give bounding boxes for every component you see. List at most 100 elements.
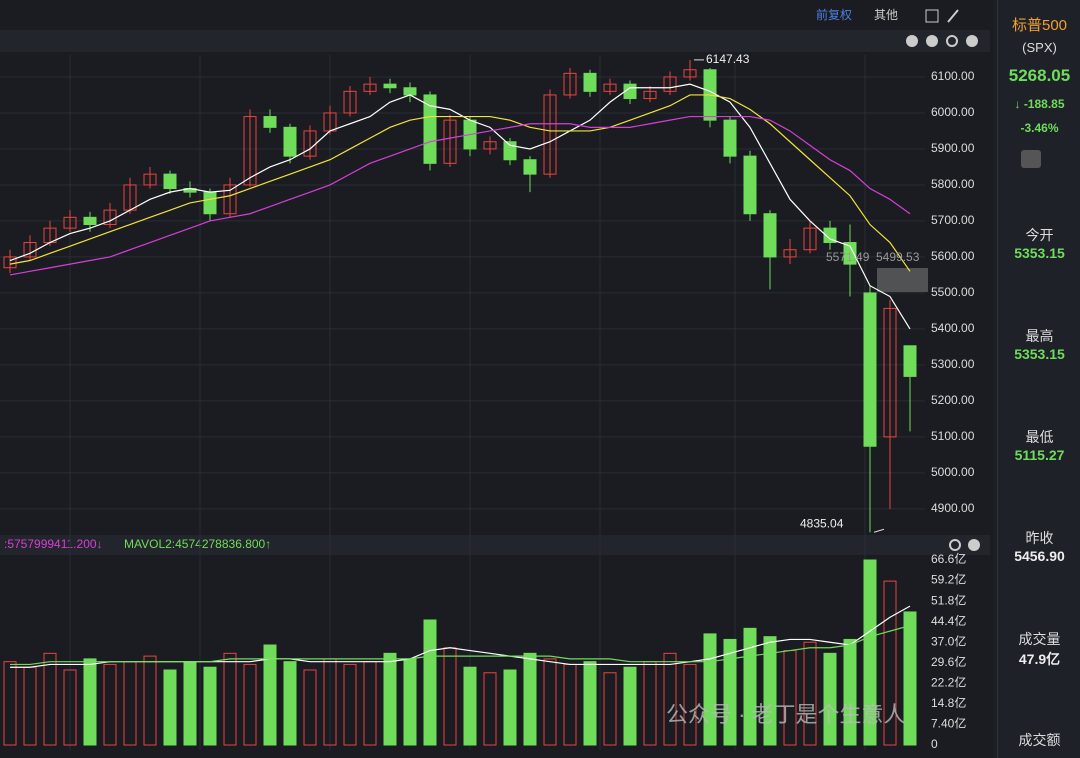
volume-bar bbox=[343, 663, 357, 746]
volume-bar bbox=[823, 652, 837, 746]
index-code: (SPX) bbox=[1022, 40, 1057, 55]
draw-icon[interactable] bbox=[947, 9, 959, 23]
candle-body bbox=[503, 141, 517, 161]
y-tick-label: 5300.00 bbox=[931, 357, 975, 371]
candle-body bbox=[223, 184, 237, 215]
candle-body bbox=[903, 345, 917, 377]
volume-bar bbox=[303, 669, 317, 746]
mavol2-label: MAVOL2:4574278836.800↑ bbox=[124, 537, 271, 551]
box-label: 5499.53 bbox=[876, 250, 920, 264]
chart-header bbox=[0, 30, 990, 52]
candle-body bbox=[263, 116, 277, 128]
change-value: -188.85 bbox=[1023, 97, 1065, 111]
candle-body bbox=[563, 72, 577, 96]
change: ↓ -188.85 bbox=[1014, 97, 1065, 111]
candle-body bbox=[83, 216, 97, 226]
candle-body bbox=[583, 72, 597, 92]
collapse-button[interactable] bbox=[1021, 150, 1041, 168]
field-value: 5353.15 bbox=[1014, 245, 1065, 261]
watermark: 公众号 · 老丁是个生意人 bbox=[666, 702, 906, 727]
volume-bar bbox=[283, 661, 297, 746]
candle-body bbox=[483, 141, 497, 150]
adjust-menu[interactable]: 前复权 bbox=[816, 7, 852, 22]
candle-body bbox=[803, 227, 817, 251]
mavol1-label: :5757999411.200↓ bbox=[4, 537, 103, 551]
chart: 前复权 其他 :5757999411.200↓ MAVOL2:457427883… bbox=[0, 7, 990, 752]
close[interactable] bbox=[966, 35, 978, 47]
volume-bar bbox=[463, 666, 477, 746]
candle-body bbox=[863, 292, 877, 447]
y-tick-label: 5400.00 bbox=[931, 321, 975, 335]
y-tick-label: 5200.00 bbox=[931, 393, 975, 407]
volume-bar bbox=[743, 627, 757, 746]
box-label: 5571.49 bbox=[826, 250, 870, 264]
candle-body bbox=[883, 307, 897, 438]
volume-bar bbox=[503, 669, 517, 746]
vol-tick-label: 14.8亿 bbox=[931, 695, 966, 710]
volume-bar bbox=[903, 611, 917, 746]
volume-bar bbox=[423, 619, 437, 746]
y-tick-label: 6100.00 bbox=[931, 69, 975, 83]
y-tick-label: 5900.00 bbox=[931, 141, 975, 155]
zoom-out[interactable] bbox=[906, 35, 918, 47]
field-value: 5115.27 bbox=[1014, 447, 1065, 463]
volume-bar bbox=[863, 559, 877, 746]
vol-close[interactable] bbox=[968, 539, 980, 551]
zoom-in[interactable] bbox=[926, 35, 938, 47]
y-tick-label: 5600.00 bbox=[931, 249, 975, 263]
volume-bar bbox=[883, 580, 897, 746]
candle-body bbox=[143, 173, 157, 186]
ma-line bbox=[9, 115, 911, 276]
field-label: 最高 bbox=[1025, 328, 1054, 344]
candle-body bbox=[243, 116, 257, 186]
vol-tick-label: 0 bbox=[931, 737, 938, 751]
sidebar: 标普500 (SPX) 5268.05 ↓ -188.85 -3.46% 今开 5… bbox=[997, 0, 1080, 758]
candle-body bbox=[783, 249, 797, 258]
annotation: 6147.43 bbox=[706, 52, 750, 66]
field-value: 47.9亿 bbox=[1018, 651, 1061, 667]
candle-body bbox=[643, 90, 657, 100]
settings[interactable] bbox=[946, 35, 958, 47]
volume-bar bbox=[243, 663, 257, 746]
volume-bar bbox=[3, 661, 17, 746]
candle-body bbox=[403, 87, 417, 96]
candle-body bbox=[763, 213, 777, 258]
candle-body bbox=[443, 119, 457, 164]
candle-body bbox=[363, 83, 377, 92]
vol-tick-label: 22.2亿 bbox=[931, 675, 966, 690]
y-tick-label: 5500.00 bbox=[931, 285, 975, 299]
vol-tick-label: 51.8亿 bbox=[931, 592, 966, 607]
candle-body bbox=[203, 191, 217, 215]
candle-body bbox=[743, 155, 757, 215]
field-label: 成交量 bbox=[1018, 631, 1061, 647]
volume-bar bbox=[623, 666, 637, 746]
candle-body bbox=[163, 173, 177, 190]
candle-body bbox=[603, 83, 617, 92]
layout-icon[interactable] bbox=[925, 9, 939, 23]
vol-tick-label: 59.2亿 bbox=[931, 572, 966, 587]
candle-body bbox=[683, 69, 697, 78]
vol-tick-label: 7.40亿 bbox=[931, 716, 966, 731]
volume-bar bbox=[523, 652, 537, 746]
change-pct: -3.46% bbox=[1020, 121, 1059, 135]
vol-tick-label: 44.4亿 bbox=[931, 613, 966, 628]
y-tick-label: 6000.00 bbox=[931, 105, 975, 119]
index-name: 标普500 bbox=[1011, 17, 1068, 34]
vol-settings[interactable] bbox=[949, 539, 961, 551]
annotation-arrow bbox=[873, 528, 885, 533]
volume-bar bbox=[223, 652, 237, 746]
vol-tick-label: 37.0亿 bbox=[931, 633, 966, 648]
volume-bar bbox=[683, 663, 697, 746]
candle-body bbox=[3, 256, 17, 269]
y-tick-label: 4900.00 bbox=[931, 501, 975, 515]
volume-bar bbox=[103, 663, 117, 746]
volume-bar bbox=[603, 672, 617, 746]
price: 5268.05 bbox=[1008, 66, 1071, 85]
field-value: 5353.15 bbox=[1014, 346, 1065, 362]
candle-body bbox=[843, 242, 857, 265]
volume-bar bbox=[403, 658, 417, 746]
field-label: 最低 bbox=[1025, 429, 1054, 445]
other-menu[interactable]: 其他 bbox=[874, 8, 898, 22]
candle-body bbox=[663, 76, 677, 92]
y-tick-label: 5700.00 bbox=[931, 213, 975, 227]
